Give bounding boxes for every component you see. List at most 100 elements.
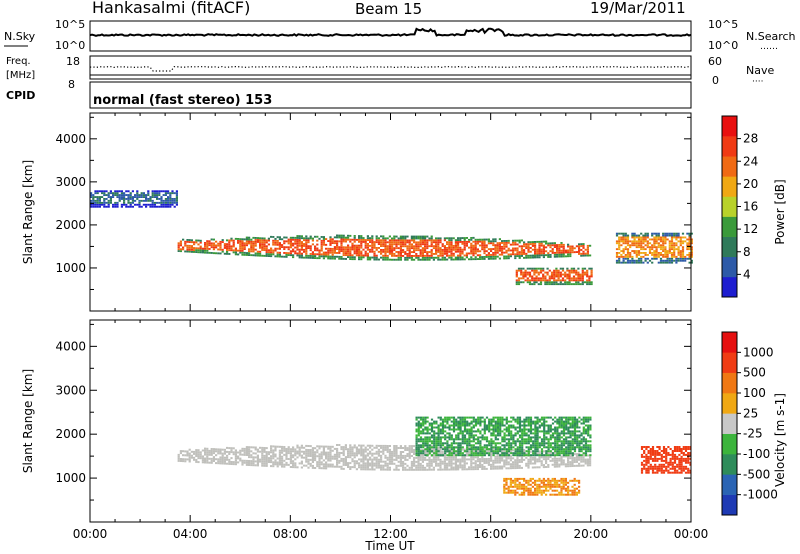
heatmap-cell — [582, 448, 585, 451]
heatmap-cell — [336, 451, 339, 454]
heatmap-cell — [588, 281, 591, 284]
heatmap-cell — [577, 267, 580, 270]
heatmap-cell — [622, 242, 625, 245]
heatmap-cell — [353, 464, 356, 467]
heatmap-cell — [518, 239, 521, 242]
heatmap-cell — [549, 424, 552, 427]
heatmap-cell — [499, 416, 502, 419]
heatmap-cell — [206, 447, 209, 450]
heatmap-cell — [459, 430, 462, 433]
heatmap-cell — [274, 239, 277, 242]
heatmap-cell — [344, 236, 347, 239]
heatmap-cell — [373, 254, 376, 257]
heatmap-cell — [515, 281, 518, 284]
heatmap-cell — [201, 249, 204, 252]
heatmap-cell — [250, 240, 253, 243]
heatmap-cell — [523, 243, 526, 246]
heatmap-cell — [494, 442, 497, 445]
heatmap-cell — [582, 460, 585, 463]
heatmap-cell — [534, 430, 537, 433]
heatmap-cell — [316, 451, 319, 454]
heatmap-cell — [296, 248, 299, 251]
heatmap-cell — [289, 254, 292, 257]
heatmap-cell — [360, 237, 363, 239]
heatmap-cell — [338, 451, 341, 454]
heatmap-cell — [492, 244, 495, 247]
heatmap-cell — [274, 247, 277, 250]
heatmap-cell — [116, 201, 119, 204]
heatmap-cell — [366, 243, 369, 245]
heatmap-cell — [635, 242, 638, 245]
heatmap-cell — [688, 240, 691, 243]
heatmap-cell — [477, 452, 480, 455]
heatmap-cell — [393, 450, 396, 453]
heatmap-cell — [507, 463, 510, 466]
heatmap-cell — [369, 241, 372, 243]
heatmap-cell — [250, 250, 253, 253]
heatmap-cell — [217, 458, 220, 461]
heatmap-cell — [472, 426, 475, 429]
heatmap-cell — [329, 449, 332, 452]
heatmap-cell — [160, 203, 163, 206]
heatmap-cell — [248, 250, 251, 253]
heatmap-cell — [408, 445, 411, 448]
heatmap-cell — [375, 450, 378, 453]
heatmap-cell — [424, 456, 427, 459]
heatmap-cell — [569, 424, 572, 427]
heatmap-cell — [521, 454, 524, 457]
heatmap-cell — [153, 201, 156, 204]
heatmap-cell — [316, 449, 319, 452]
heatmap-cell — [468, 428, 471, 431]
heatmap-cell — [514, 420, 517, 423]
heatmap-cell — [512, 253, 515, 256]
heatmap-cell — [415, 245, 418, 248]
heatmap-cell — [327, 255, 330, 258]
heatmap-cell — [364, 244, 367, 247]
heatmap-cell — [430, 454, 434, 457]
heatmap-cell — [327, 447, 330, 450]
heatmap-cell — [479, 240, 482, 243]
heatmap-cell — [417, 456, 420, 459]
heatmap-cell — [525, 252, 528, 255]
heatmap-cell — [666, 238, 669, 241]
heatmap-cell — [562, 249, 565, 252]
heatmap-cell — [333, 242, 336, 245]
heatmap-cell — [373, 258, 376, 261]
heatmap-cell — [468, 246, 471, 249]
heatmap-cell — [320, 245, 323, 248]
heatmap-cell — [417, 424, 420, 427]
heatmap-cell — [382, 250, 385, 253]
heatmap-cell — [375, 452, 378, 455]
heatmap-cell — [234, 237, 237, 240]
heatmap-cell — [516, 430, 519, 433]
heatmap-cell — [675, 244, 678, 247]
heatmap-cell — [578, 253, 581, 255]
heatmap-cell — [483, 424, 486, 427]
heatmap-cell — [175, 203, 178, 206]
heatmap-cell — [446, 247, 449, 249]
heatmap-cell — [433, 440, 436, 443]
heatmap-cell — [527, 430, 530, 433]
heatmap-cell — [573, 438, 577, 441]
heatmap-cell — [565, 440, 568, 443]
heatmap-cell — [437, 416, 440, 419]
heatmap-cell — [230, 249, 233, 252]
heatmap-cell — [169, 198, 172, 200]
heatmap-cell — [369, 446, 372, 449]
heatmap-cell — [551, 434, 555, 437]
heatmap-cell — [461, 460, 464, 463]
heatmap-cell — [184, 240, 187, 243]
heatmap-cell — [300, 248, 303, 251]
heatmap-cell — [195, 455, 198, 457]
heatmap-cell — [688, 252, 691, 254]
heatmap-cell — [624, 238, 627, 241]
heatmap-cell — [204, 451, 207, 454]
heatmap-cell — [351, 446, 354, 449]
heatmap-cell — [439, 239, 442, 242]
heatmap-cell — [668, 242, 671, 245]
heatmap-cell — [553, 273, 556, 276]
heatmap-cell — [466, 444, 469, 447]
heatmap-cell — [441, 258, 444, 261]
heatmap-cell — [518, 430, 522, 433]
heatmap-cell — [657, 234, 660, 237]
